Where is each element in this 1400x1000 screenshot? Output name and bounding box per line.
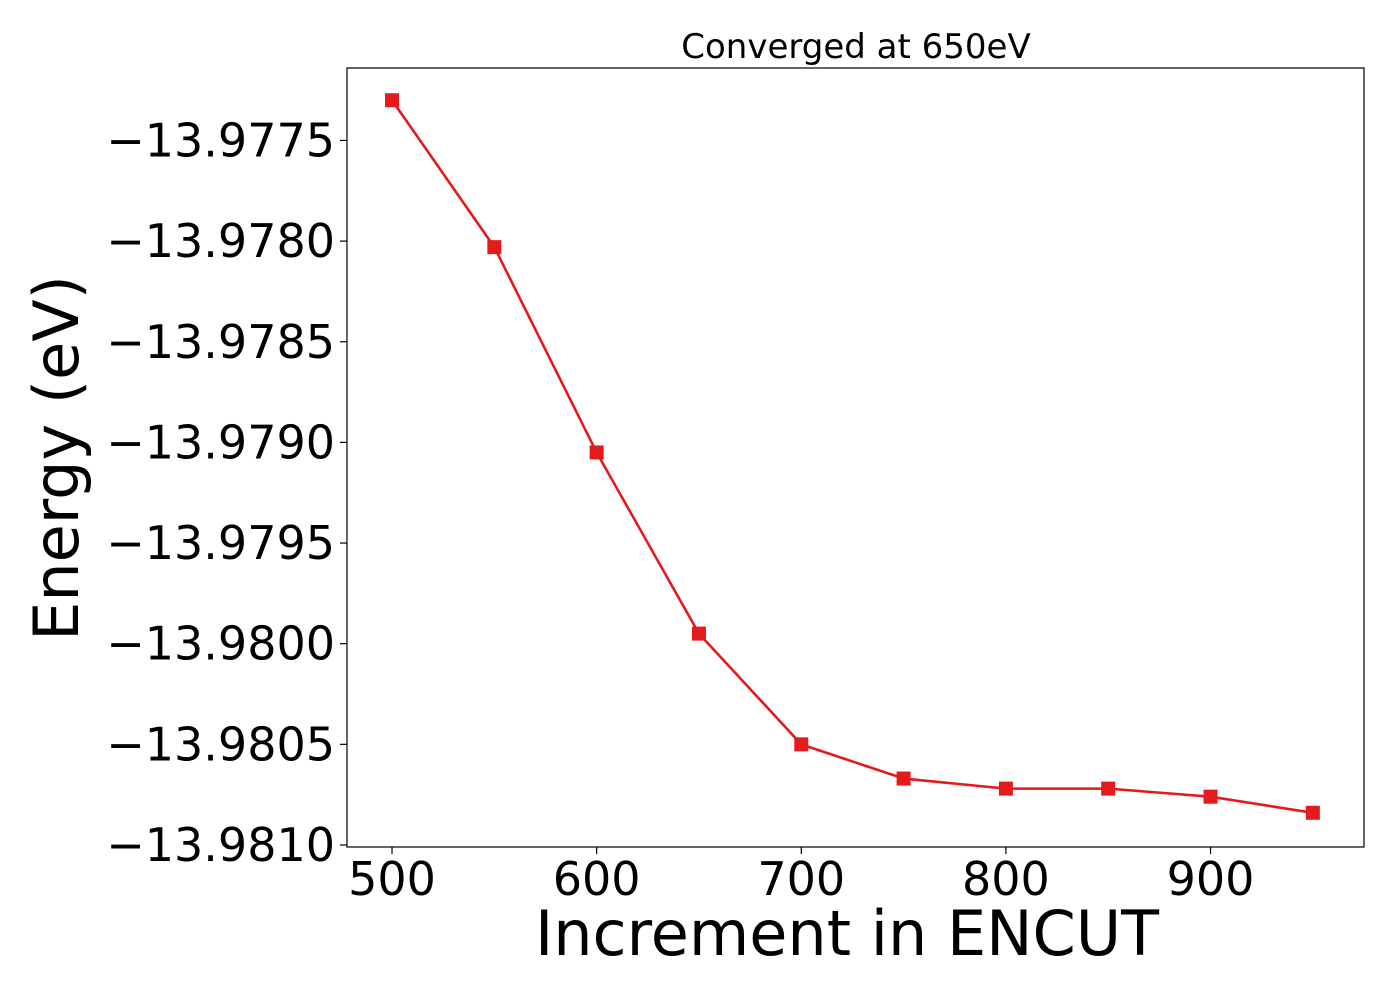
x-axis-label: Increment in ENCUT <box>535 897 1160 970</box>
x-axis: 500 600 700 800 900 <box>348 847 1254 906</box>
y-tick-label: −13.9805 <box>106 717 335 771</box>
x-tick-label: 700 <box>757 852 845 906</box>
x-tick-label: 600 <box>553 852 641 906</box>
data-point-marker <box>589 445 604 460</box>
x-tick-label: 800 <box>962 852 1050 906</box>
y-tick-label: −13.9775 <box>106 113 335 167</box>
data-point-marker <box>1101 781 1116 796</box>
x-tick-label: 900 <box>1167 852 1255 906</box>
data-point-marker <box>1203 789 1218 804</box>
y-axis-label: Energy (eV) <box>20 275 93 641</box>
y-tick-label: −13.9800 <box>106 617 335 671</box>
y-tick-label: −13.9785 <box>106 315 335 369</box>
data-point-marker <box>794 737 809 752</box>
y-tick-label: −13.9790 <box>106 415 335 469</box>
y-tick-label: −13.9795 <box>106 516 335 570</box>
y-tick-label: −13.9810 <box>106 818 335 872</box>
data-point-marker <box>385 93 400 108</box>
data-point-marker <box>896 771 911 786</box>
y-axis: −13.9775 −13.9780 −13.9785 −13.9790 −13.9795… <box>106 113 347 872</box>
y-tick-label: −13.9780 <box>106 214 335 268</box>
data-point-marker <box>691 626 706 641</box>
data-point-marker <box>998 781 1013 796</box>
series-line <box>390 99 1314 815</box>
data-point-marker <box>487 240 502 255</box>
chart-title: Converged at 650eV <box>681 27 1030 67</box>
data-point-marker <box>1305 805 1320 820</box>
plot-area <box>385 93 1320 820</box>
x-tick-label: 500 <box>348 852 436 906</box>
plot-frame <box>346 67 1365 848</box>
